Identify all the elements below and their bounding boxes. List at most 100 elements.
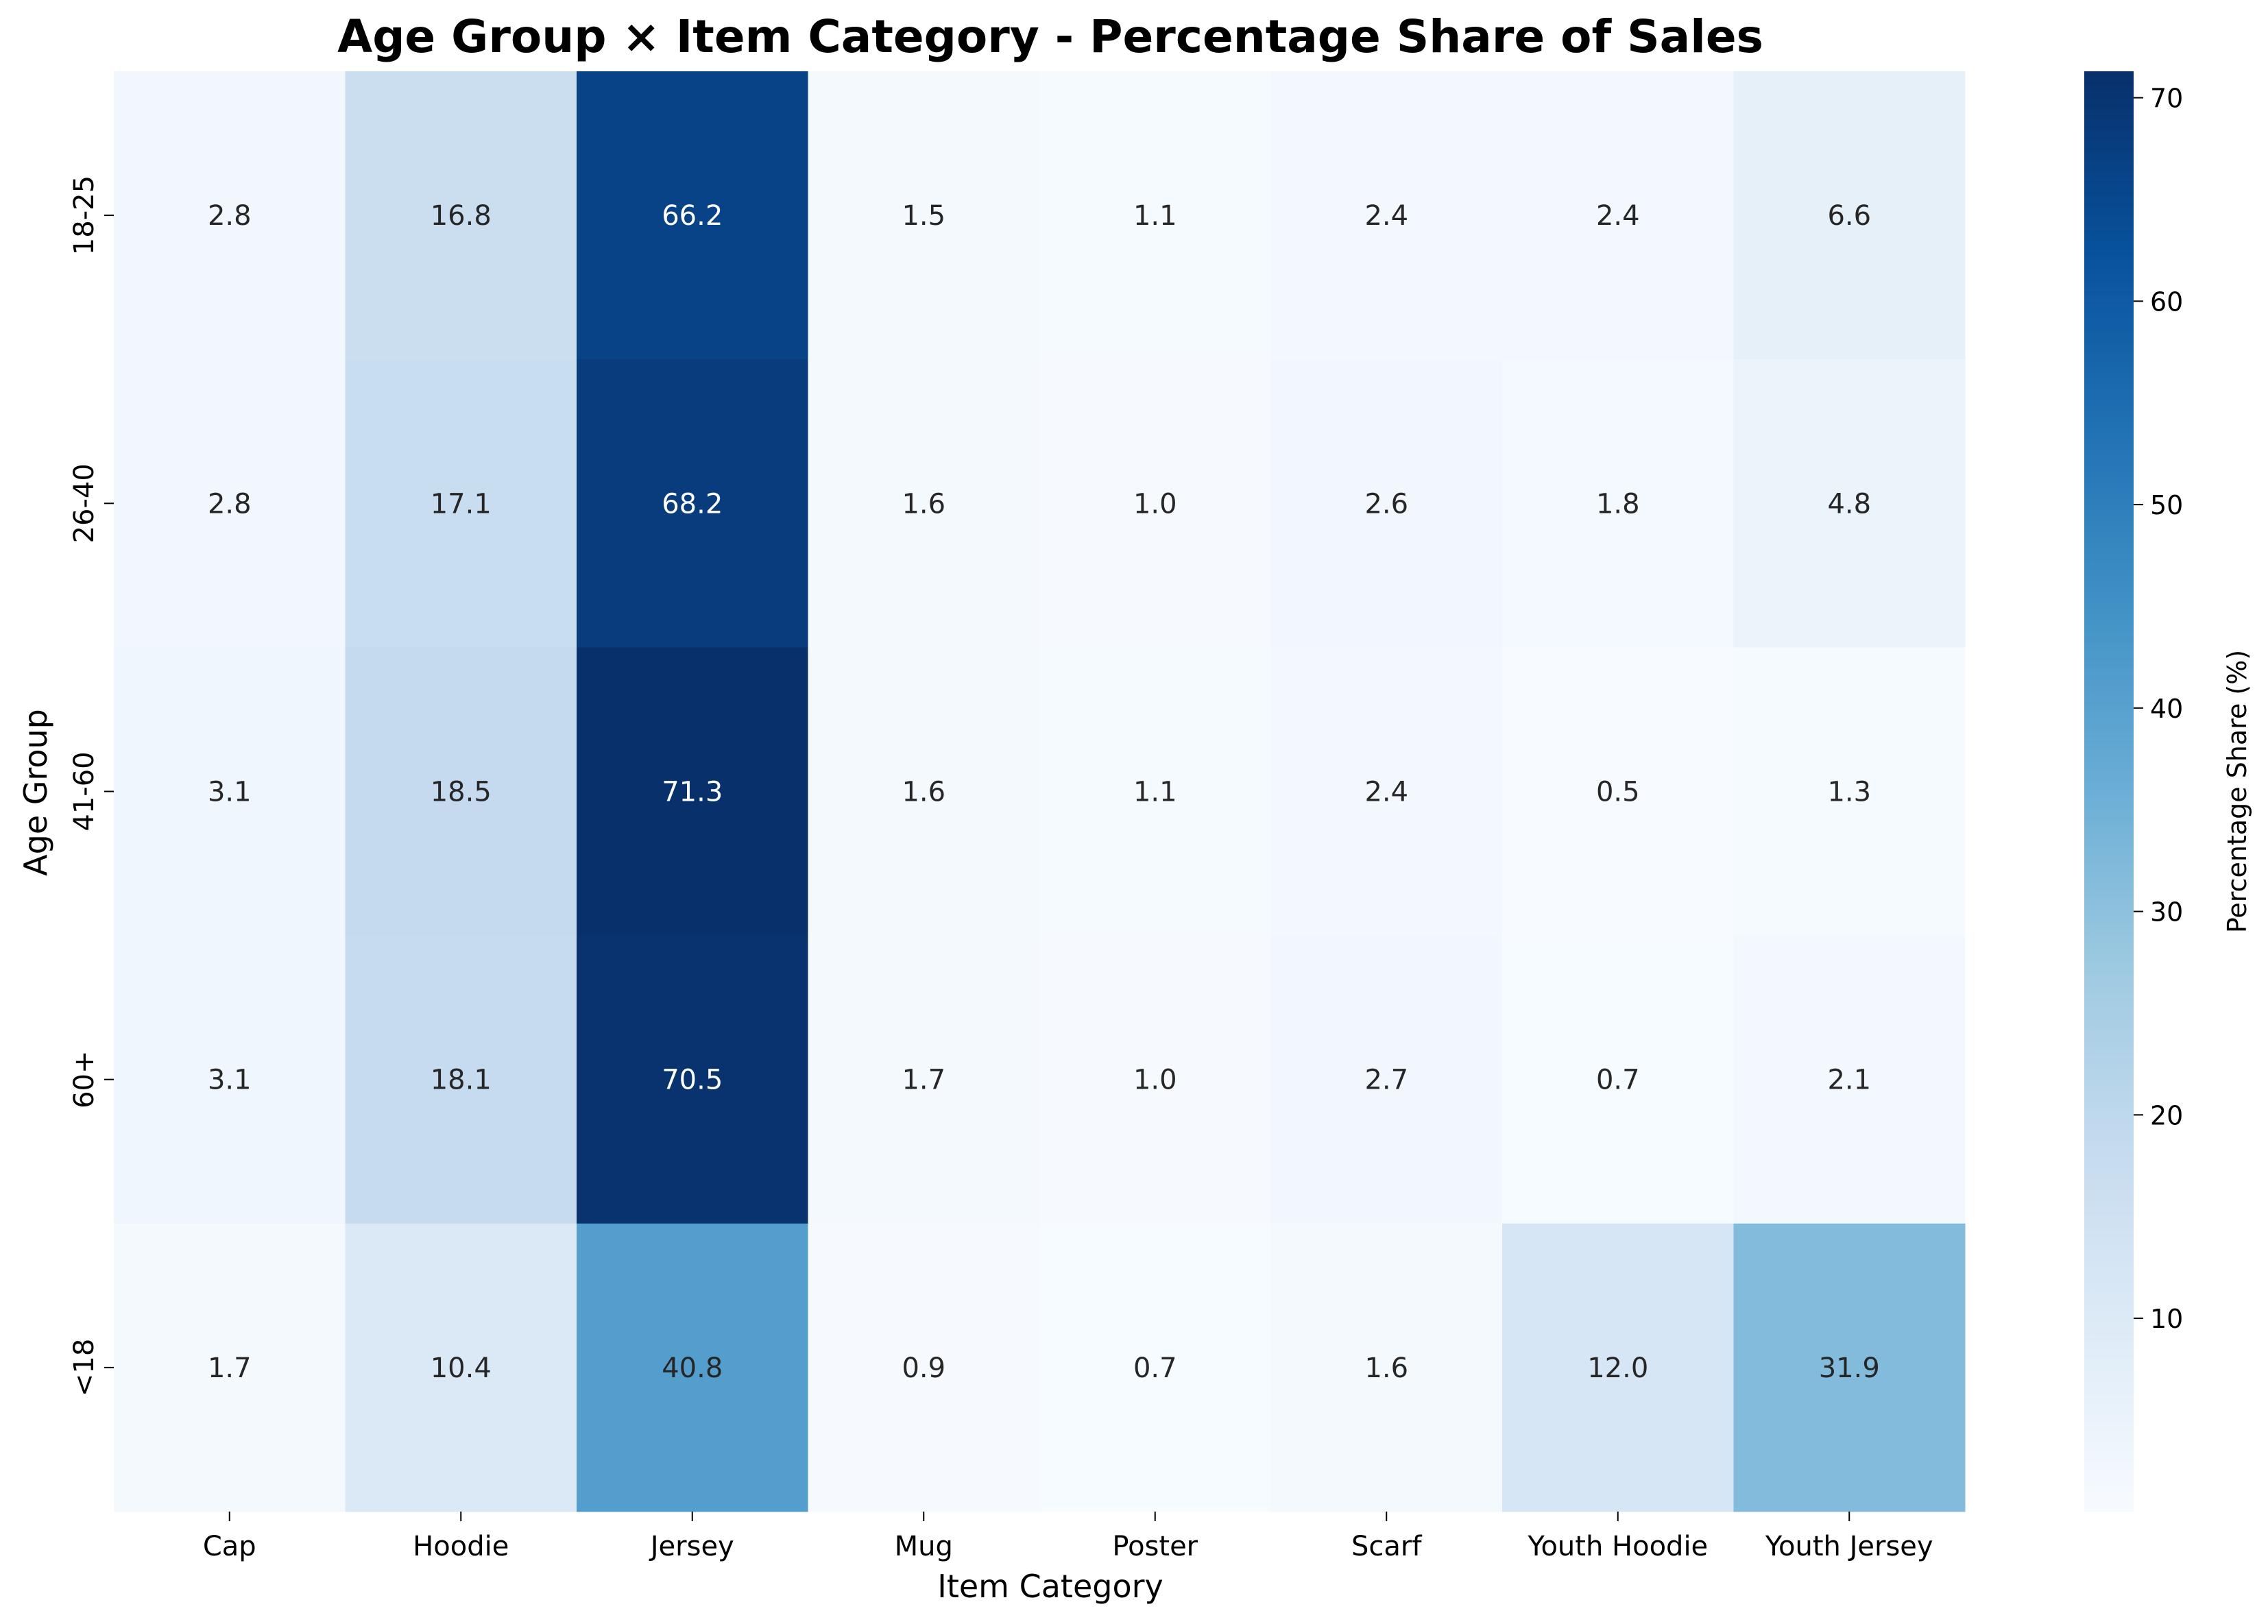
cell-value-label: 0.5 [1596, 777, 1640, 808]
heatmap-cell [577, 359, 808, 648]
cell-value-label: 6.6 [1827, 200, 1871, 232]
colorbar-gradient [2084, 71, 2134, 1512]
cell-value-label: 2.8 [208, 488, 252, 520]
y-tick-label: 41-60 [69, 751, 100, 831]
heatmap-cell [577, 1223, 808, 1512]
colorbar: 10 20 30 40 50 60 70 Percentage Share (%) [2084, 71, 2252, 1512]
heatmap-cell [1502, 935, 1734, 1224]
cell-value-label: 40.8 [662, 1353, 723, 1384]
heatmap-cell [1733, 1223, 1966, 1512]
cell-value-label: 18.1 [431, 1065, 492, 1096]
cell-value-label: 2.4 [1596, 200, 1640, 232]
cell-value-label: 1.7 [208, 1353, 252, 1384]
x-tick-label: Hoodie [413, 1531, 509, 1562]
heatmap-cell [577, 647, 808, 936]
heatmap-cell [1039, 1223, 1271, 1512]
chart-title: Age Group × Item Category - Percentage S… [337, 10, 1763, 63]
cell-value-label: 31.9 [1819, 1353, 1880, 1384]
cell-value-label: 18.5 [431, 777, 492, 808]
heatmap-cell [808, 71, 1040, 360]
heatmap-cell [114, 935, 346, 1224]
cell-value-label: 2.4 [1364, 777, 1408, 808]
cell-value-label: 3.1 [208, 777, 252, 808]
heatmap-cell [1502, 1223, 1734, 1512]
cell-value-label: 2.1 [1827, 1065, 1871, 1096]
heatmap-cell [1270, 647, 1503, 936]
cell-value-label: 0.7 [1133, 1353, 1177, 1384]
cell-value-label: 1.8 [1596, 488, 1640, 520]
y-axis: 18-25 26-40 41-60 60+ <18 [69, 175, 114, 1396]
cell-value-label: 1.0 [1133, 1065, 1177, 1096]
cell-value-label: 70.5 [662, 1065, 723, 1096]
cell-value-label: 2.6 [1364, 488, 1408, 520]
heatmap-cell [1039, 359, 1271, 648]
colorbar-tick-label: 30 [2150, 897, 2183, 928]
x-tick-label: Youth Hoodie [1527, 1531, 1708, 1562]
cell-value-label: 16.8 [431, 200, 492, 232]
colorbar-tick-label: 20 [2150, 1100, 2183, 1130]
x-tick-label: Cap [203, 1531, 256, 1562]
heatmap-cell [114, 647, 346, 936]
heatmap-cell [114, 71, 346, 360]
cell-value-label: 17.1 [431, 488, 492, 520]
colorbar-tick-label: 40 [2150, 694, 2183, 724]
cell-value-label: 1.0 [1133, 488, 1177, 520]
cell-value-label: 1.5 [902, 200, 945, 232]
cell-value-label: 1.1 [1133, 200, 1177, 232]
heatmap-cell [577, 935, 808, 1224]
cell-value-label: 2.7 [1364, 1065, 1408, 1096]
heatmap-cell [1270, 935, 1503, 1224]
colorbar-tick-label: 10 [2150, 1304, 2183, 1334]
x-tick-label: Mug [895, 1531, 953, 1562]
colorbar-tick-label: 60 [2150, 287, 2183, 317]
heatmap-cell [114, 1223, 346, 1512]
cell-value-label: 0.9 [902, 1353, 945, 1384]
y-tick-label: 60+ [69, 1050, 100, 1108]
cell-value-label: 2.4 [1364, 200, 1408, 232]
heatmap-cell [1039, 647, 1271, 936]
heatmap-cell [1039, 935, 1271, 1224]
heatmap-cell [1733, 647, 1966, 936]
heatmap-cell [1502, 359, 1734, 648]
x-axis-label: Item Category [937, 1568, 1163, 1605]
cell-value-label: 10.4 [431, 1353, 492, 1384]
cell-value-label: 1.3 [1827, 777, 1871, 808]
cell-value-label: 12.0 [1587, 1353, 1648, 1384]
colorbar-label: Percentage Share (%) [2222, 650, 2252, 933]
colorbar-tick-label: 70 [2150, 84, 2183, 114]
cell-value-label: 1.7 [902, 1065, 945, 1096]
y-tick-label: 18-25 [69, 175, 100, 255]
heatmap-cell [808, 1223, 1040, 1512]
cell-value-label: 1.1 [1133, 777, 1177, 808]
heatmap-cell [1270, 71, 1503, 360]
heatmap-cell [1502, 647, 1734, 936]
heatmap-cell [577, 71, 808, 360]
y-axis-label: Age Group [17, 709, 54, 876]
colorbar-ticks: 10 20 30 40 50 60 70 [2134, 84, 2183, 1334]
y-tick-label: 26-40 [69, 463, 100, 543]
x-tick-label: Poster [1112, 1531, 1198, 1562]
heatmap-cell [1039, 71, 1271, 360]
y-tick-label: <18 [69, 1339, 100, 1396]
heatmap-cell [345, 1223, 577, 1512]
heatmap-cell [345, 359, 577, 648]
x-tick-label: Youth Jersey [1765, 1531, 1933, 1562]
heatmap-cell [345, 935, 577, 1224]
cell-value-label: 1.6 [902, 488, 945, 520]
heatmap-cell [114, 359, 346, 648]
heatmap-cell [1733, 71, 1966, 360]
heatmap-cell [345, 71, 577, 360]
heatmap-cell [1733, 935, 1966, 1224]
cell-value-label: 3.1 [208, 1065, 252, 1096]
heatmap-cell [1502, 71, 1734, 360]
heatmap-cell [1270, 359, 1503, 648]
heatmap-cells: 2.8 16.8 66.2 1.5 1.1 2.4 2.4 6.6 2.8 17.1 68.2 1.6… [114, 71, 1966, 1512]
heatmap-cell [808, 359, 1040, 648]
heatmap-cell [1733, 359, 1966, 648]
heatmap-cell [808, 647, 1040, 936]
cell-value-label: 1.6 [902, 777, 945, 808]
cell-value-label: 66.2 [662, 200, 723, 232]
cell-value-label: 4.8 [1827, 488, 1871, 520]
heatmap-cell [1270, 1223, 1503, 1512]
